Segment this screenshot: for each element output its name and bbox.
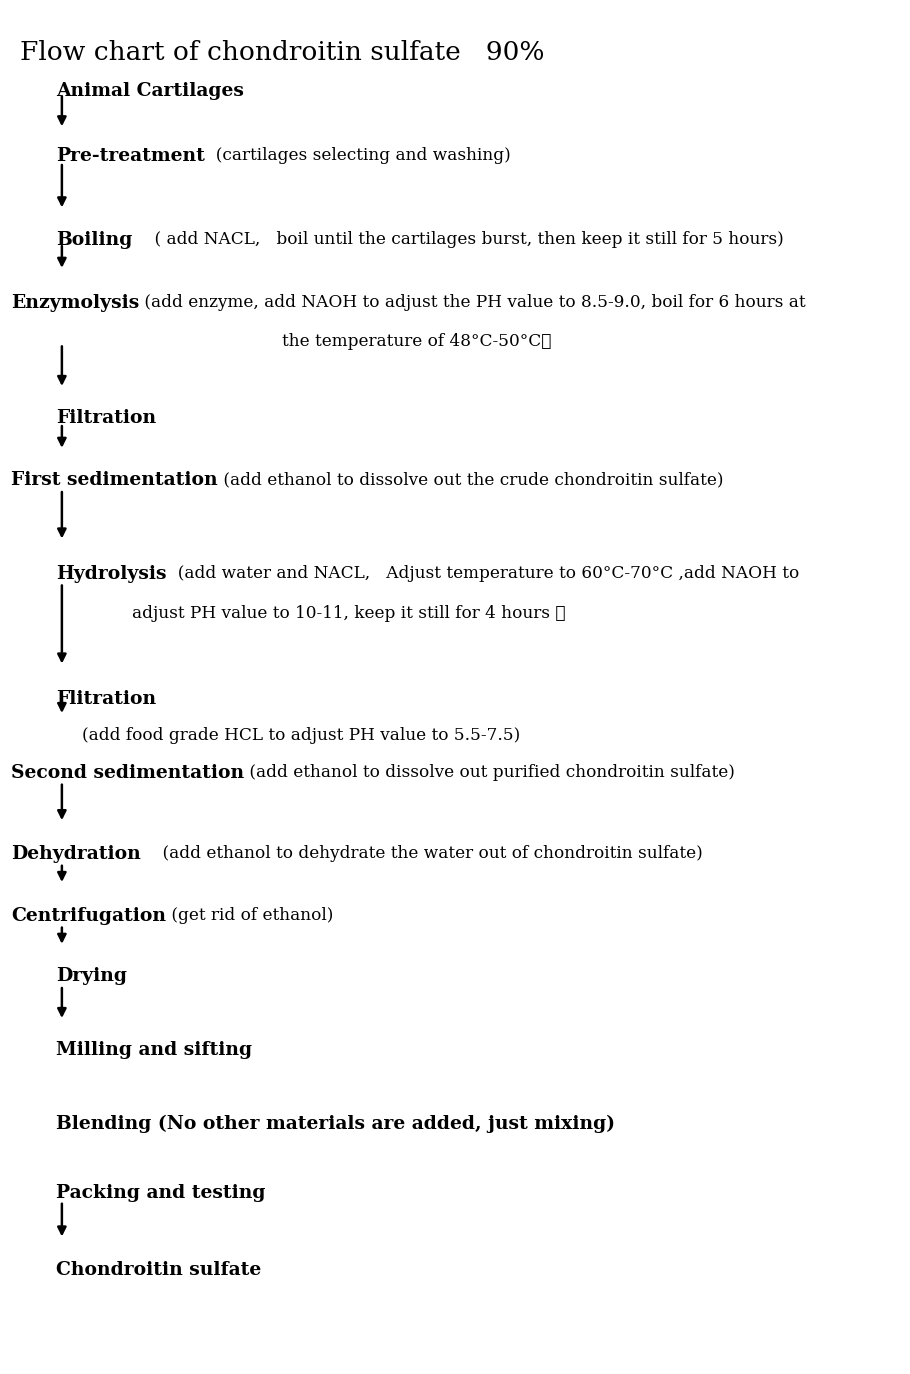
Text: (add ethanol to dehydrate the water out of chondroitin sulfate): (add ethanol to dehydrate the water out … [141,845,703,861]
Text: Enzymolysis: Enzymolysis [11,294,139,312]
Text: Centrifugation: Centrifugation [11,907,166,925]
Text: Pre-treatment: Pre-treatment [56,147,206,165]
Text: Boiling: Boiling [56,231,133,249]
Text: Flitration: Flitration [56,690,157,708]
Text: Flow chart of chondroitin sulfate   90%: Flow chart of chondroitin sulfate 90% [20,40,544,65]
Text: Animal Cartilages: Animal Cartilages [56,82,244,100]
Text: adjust PH value to 10-11, keep it still for 4 hours ）: adjust PH value to 10-11, keep it still … [132,605,565,621]
Text: Dehydration: Dehydration [11,845,141,863]
Text: Drying: Drying [56,967,127,985]
Text: Chondroitin sulfate: Chondroitin sulfate [56,1261,262,1279]
Text: Packing and testing: Packing and testing [56,1184,266,1202]
Text: Filtration: Filtration [56,409,157,427]
Text: (add ethanol to dissolve out the crude chondroitin sulfate): (add ethanol to dissolve out the crude c… [217,471,723,488]
Text: (add water and NACL,   Adjust temperature to 60°C-70°C ,add NAOH to: (add water and NACL, Adjust temperature … [167,565,799,581]
Text: (get rid of ethanol): (get rid of ethanol) [166,907,333,923]
Text: (add ethanol to dissolve out purified chondroitin sulfate): (add ethanol to dissolve out purified ch… [244,764,735,780]
Text: First sedimentation: First sedimentation [11,471,217,489]
Text: Hydrolysis: Hydrolysis [56,565,167,583]
Text: ( add NACL,   boil until the cartilages burst, then keep it still for 5 hours): ( add NACL, boil until the cartilages bu… [133,231,784,247]
Text: Milling and sifting: Milling and sifting [56,1041,253,1059]
Text: Second sedimentation: Second sedimentation [11,764,244,782]
Text: Blending (No other materials are added, just mixing): Blending (No other materials are added, … [56,1114,615,1132]
Text: the temperature of 48°C-50°C）: the temperature of 48°C-50°C） [282,333,551,349]
Text: (cartilages selecting and washing): (cartilages selecting and washing) [206,147,511,164]
Text: (add food grade HCL to adjust PH value to 5.5-7.5): (add food grade HCL to adjust PH value t… [82,727,521,743]
Text: (add enzyme, add NAOH to adjust the PH value to 8.5-9.0, boil for 6 hours at: (add enzyme, add NAOH to adjust the PH v… [139,294,805,311]
